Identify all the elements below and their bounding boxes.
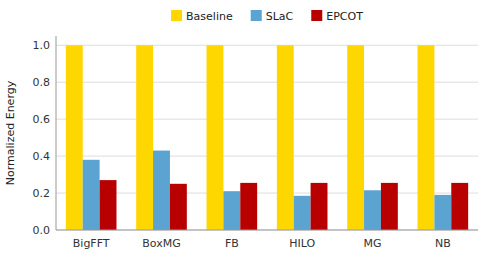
- bar: [136, 45, 153, 230]
- bar: [381, 183, 398, 230]
- bar: [83, 160, 100, 230]
- y-tick-label: 1.0: [33, 39, 51, 52]
- bar: [170, 184, 187, 230]
- legend: Baseline SLaC EPCOT: [171, 10, 363, 23]
- legend-swatch: [311, 10, 322, 21]
- bar: [294, 196, 311, 230]
- bar: [66, 45, 83, 230]
- y-tick-label: 0.4: [33, 150, 51, 163]
- legend-item: Baseline: [171, 10, 233, 23]
- x-tick-label: FB: [225, 237, 239, 250]
- bar: [207, 45, 224, 230]
- legend-item: SLaC: [251, 10, 294, 23]
- bar: [364, 190, 381, 230]
- bar: [100, 180, 117, 230]
- bar: [434, 195, 451, 230]
- y-tick-label: 0.0: [33, 224, 51, 237]
- bars: [66, 45, 468, 230]
- legend-label: SLaC: [266, 10, 294, 23]
- y-axis-label: Normalized Energy: [4, 80, 17, 185]
- bar: [240, 183, 257, 230]
- y-tick-label: 0.2: [33, 187, 51, 200]
- grid-line: [56, 119, 478, 120]
- x-tick-label: MG: [363, 237, 381, 250]
- bar: [153, 151, 170, 230]
- grid-line: [56, 45, 478, 46]
- legend-swatch: [171, 10, 182, 21]
- bar: [418, 45, 435, 230]
- x-axis-line: [56, 230, 478, 231]
- legend-label: EPCOT: [326, 10, 363, 23]
- bar: [277, 45, 294, 230]
- x-tick-label: NB: [435, 237, 451, 250]
- grid-line: [56, 193, 478, 194]
- y-tick-label: 0.6: [33, 113, 51, 126]
- bar: [311, 183, 328, 230]
- grid-line: [56, 82, 478, 83]
- legend-item: EPCOT: [311, 10, 363, 23]
- x-tick-label: HILO: [289, 237, 315, 250]
- x-tick-label: BoxMG: [142, 237, 180, 250]
- y-axis-line: [56, 36, 57, 230]
- chart: 0.0 0.2 0.4 0.6 0.8 1.0 Normalized Energy BigFF…: [0, 0, 488, 260]
- bar: [451, 183, 468, 230]
- y-tick-label: 0.8: [33, 76, 51, 89]
- bar: [223, 191, 240, 230]
- x-tick-label: BigFFT: [73, 237, 110, 250]
- grid-line: [56, 156, 478, 157]
- bar: [347, 45, 364, 230]
- grid-line: [56, 230, 478, 231]
- legend-label: Baseline: [186, 10, 233, 23]
- legend-swatch: [251, 10, 262, 21]
